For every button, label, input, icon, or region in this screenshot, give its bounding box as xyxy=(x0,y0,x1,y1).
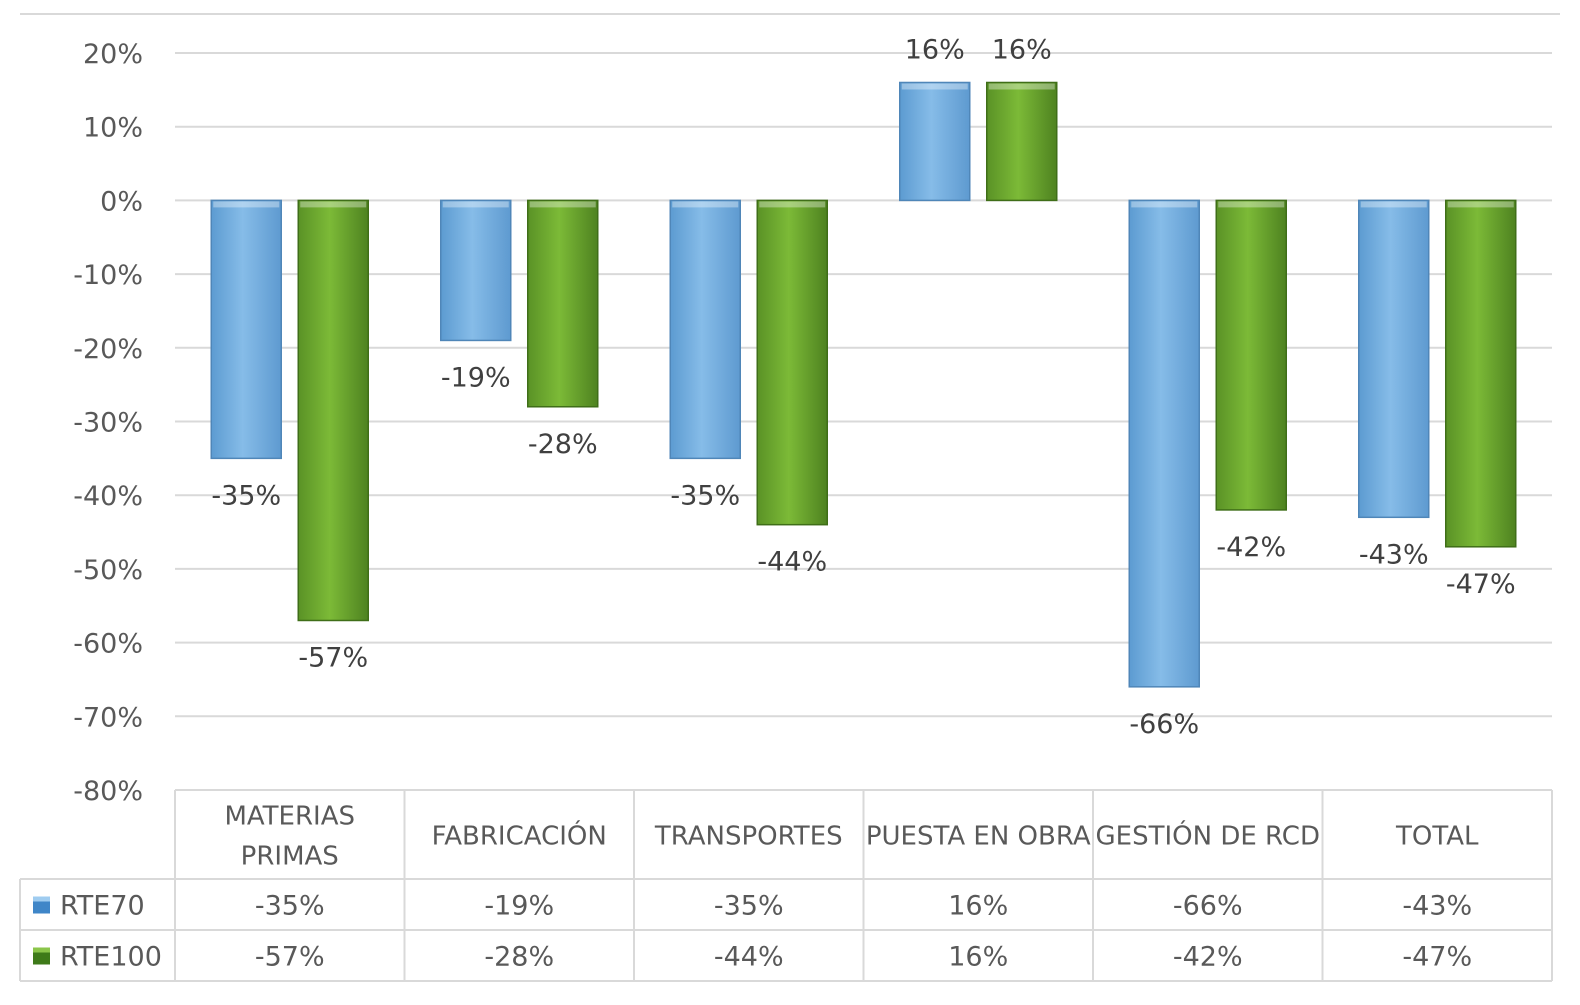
bar-rte70 xyxy=(669,199,741,460)
legend-key-highlight xyxy=(33,947,50,953)
bar-highlight xyxy=(442,201,509,208)
table-cell: -44% xyxy=(714,942,784,973)
table-cell: -35% xyxy=(255,891,325,922)
y-tick-label: -30% xyxy=(73,408,143,439)
category-label: MATERIAS PRIMAS xyxy=(224,802,355,872)
y-tick-label: -20% xyxy=(73,334,143,365)
y-axis-tick-labels: 20% 10% 0% -10% -20% -30% -40% -50% -60% -70% -80% xyxy=(73,39,143,807)
y-tick-label: -60% xyxy=(73,629,143,660)
bar-highlight xyxy=(1218,201,1285,208)
table-cell: -19% xyxy=(484,891,554,922)
data-label: -44% xyxy=(757,547,827,578)
bar-highlight xyxy=(1131,201,1198,208)
data-label: -66% xyxy=(1129,709,1199,740)
data-label: -28% xyxy=(528,429,598,460)
category-label: GESTIÓN DE RCD xyxy=(1096,820,1320,852)
bar-highlight xyxy=(300,201,367,208)
bar-rte100 xyxy=(756,199,828,526)
bar-highlight xyxy=(901,83,968,90)
y-tick-label: -50% xyxy=(73,555,143,586)
table-cell: -28% xyxy=(484,942,554,973)
gridlines xyxy=(175,52,1552,718)
data-label: 16% xyxy=(992,34,1052,65)
bar-highlight xyxy=(213,201,280,208)
bar-highlight xyxy=(1360,201,1427,208)
data-label: -57% xyxy=(298,642,368,673)
bar-highlight xyxy=(759,201,826,208)
table-cell: -42% xyxy=(1173,942,1243,973)
data-label: 16% xyxy=(905,34,965,65)
table-cell: -47% xyxy=(1402,942,1472,973)
category-label: PUESTA EN OBRA xyxy=(866,822,1091,852)
legend-label: RTE100 xyxy=(60,942,162,973)
bar-rte100 xyxy=(986,81,1058,202)
data-label: -35% xyxy=(670,480,740,511)
data-label: -47% xyxy=(1446,569,1516,600)
y-tick-label: -10% xyxy=(73,260,143,291)
data-label: -43% xyxy=(1359,539,1429,570)
bar-rte100 xyxy=(297,199,369,622)
bar-highlight xyxy=(672,201,739,208)
table-cell: -57% xyxy=(255,942,325,973)
bar-highlight xyxy=(529,201,596,208)
bar-rte100 xyxy=(1445,199,1517,548)
bar-rte70 xyxy=(1128,199,1200,688)
table-cell: -66% xyxy=(1173,891,1243,922)
y-tick-label: 20% xyxy=(83,39,143,70)
legend-key-highlight xyxy=(33,896,50,902)
table-cell: -35% xyxy=(714,891,784,922)
data-labels: -35% -57% -19% -28% -35% -44% 16% 16% -66% -42% -4… xyxy=(211,34,1515,739)
bar-highlight xyxy=(1447,201,1514,208)
bar-rte100 xyxy=(1215,199,1287,511)
y-tick-label: 10% xyxy=(83,113,143,144)
category-label: FABRICACIÓN xyxy=(432,820,607,852)
data-label: -42% xyxy=(1216,532,1286,563)
bar-rte70 xyxy=(210,199,282,460)
bars xyxy=(210,81,1517,688)
category-label: TRANSPORTES xyxy=(654,822,843,852)
data-table: MATERIAS PRIMAS FABRICACIÓN TRANSPORTES PUES… xyxy=(19,789,1553,982)
bar-rte70 xyxy=(1358,199,1430,519)
bar-rte70 xyxy=(440,199,512,342)
bar-rte70 xyxy=(899,81,971,202)
data-label: -19% xyxy=(441,362,511,393)
bar-highlight xyxy=(988,83,1055,90)
bar-rte100 xyxy=(527,199,599,408)
y-tick-label: 0% xyxy=(100,186,143,217)
table-cell: 16% xyxy=(948,942,1008,973)
legend-label: RTE70 xyxy=(60,891,145,922)
table-cell: 16% xyxy=(948,891,1008,922)
table-cell: -43% xyxy=(1402,891,1472,922)
category-label: TOTAL xyxy=(1395,822,1479,852)
y-tick-label: -40% xyxy=(73,481,143,512)
y-tick-label: -80% xyxy=(73,776,143,807)
y-tick-label: -70% xyxy=(73,702,143,733)
data-label: -35% xyxy=(211,480,281,511)
